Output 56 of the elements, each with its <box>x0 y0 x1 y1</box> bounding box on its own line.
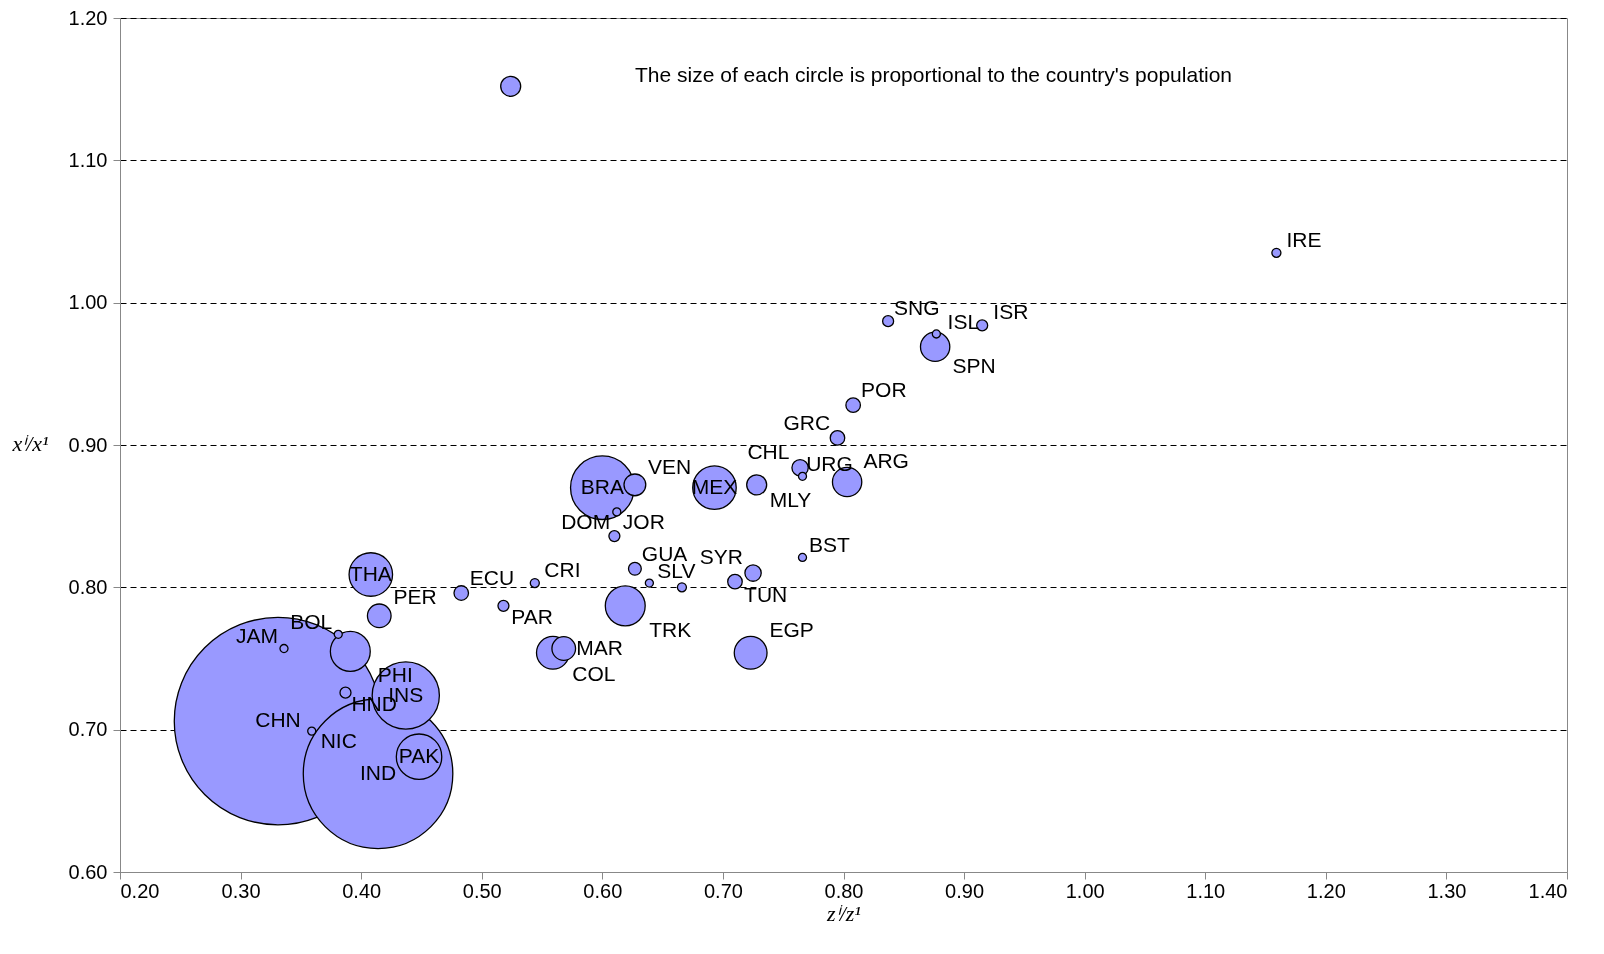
annotation: BST <box>809 533 851 557</box>
x-tick-label: 0.30 <box>221 879 261 902</box>
y-tick-label: 1.00 <box>68 291 108 314</box>
x-tick-label: 0.90 <box>945 879 985 902</box>
annotation: EGP <box>769 617 814 641</box>
annotation: JAM <box>235 624 278 648</box>
x-tick-label: 0.60 <box>583 879 623 902</box>
y-tick-label: 1.10 <box>68 148 108 171</box>
annotation: ISR <box>993 299 1029 323</box>
annotation: PAK <box>398 743 440 767</box>
annotation: IND <box>359 760 397 784</box>
annotation: ISL <box>947 309 980 333</box>
annotation: DOM <box>561 510 611 534</box>
annotation: TUN <box>744 582 788 606</box>
annotation: GRC <box>783 410 831 434</box>
annotation: BRA <box>580 474 624 498</box>
annotation: THA <box>349 561 392 585</box>
y-tick-label: 0.70 <box>68 718 108 741</box>
annotation: URG <box>806 451 853 475</box>
x-tick-label: 0.50 <box>462 879 502 902</box>
annotation: MLY <box>769 488 812 512</box>
x-tick-label: 0.80 <box>824 879 864 902</box>
annotation: MAR <box>576 635 623 659</box>
annotation: VEN <box>648 454 692 478</box>
annotation: TRK <box>649 617 692 641</box>
y-tick-label: 0.90 <box>68 433 108 456</box>
annotation: PER <box>393 584 437 608</box>
annotation: The size of each circle is proportional to the country's population <box>635 63 1233 86</box>
x-tick-label: 1.00 <box>1065 879 1105 902</box>
annotation: COL <box>572 661 616 685</box>
y-tick-label: 0.80 <box>68 575 108 598</box>
y-tick-label: 0.60 <box>68 860 108 883</box>
annotation: POR <box>861 378 907 401</box>
annotation: IRE <box>1286 228 1322 252</box>
annotation: NIC <box>320 729 357 753</box>
annotation: SYR <box>699 545 743 569</box>
annotation: PHI <box>377 663 413 687</box>
x-tick-label: 0.20 <box>120 879 160 902</box>
x-tick-label: 0.70 <box>703 879 743 902</box>
x-tick-label: 0.40 <box>342 879 382 902</box>
annotation: SNG <box>894 295 940 319</box>
x-tick-label: 1.10 <box>1186 879 1226 902</box>
annotation: ARG <box>863 448 909 472</box>
annotation: ECU <box>469 565 515 589</box>
annotation: SPN <box>952 354 996 378</box>
x-axis-title: zⁱ/z¹ <box>826 900 861 926</box>
annotation: CRI <box>544 558 581 582</box>
annotation: PAR <box>511 605 553 629</box>
x-tick-label: 1.40 <box>1528 879 1568 902</box>
y-tick-label: 1.20 <box>68 6 108 29</box>
y-axis-title: xⁱ/x¹ <box>11 430 49 456</box>
annotation: CHN <box>255 708 301 732</box>
x-tick-label: 1.20 <box>1306 879 1346 902</box>
annotation: JOR <box>622 510 665 534</box>
x-tick-label: 1.30 <box>1427 879 1467 902</box>
annotation: CHL <box>747 439 790 463</box>
